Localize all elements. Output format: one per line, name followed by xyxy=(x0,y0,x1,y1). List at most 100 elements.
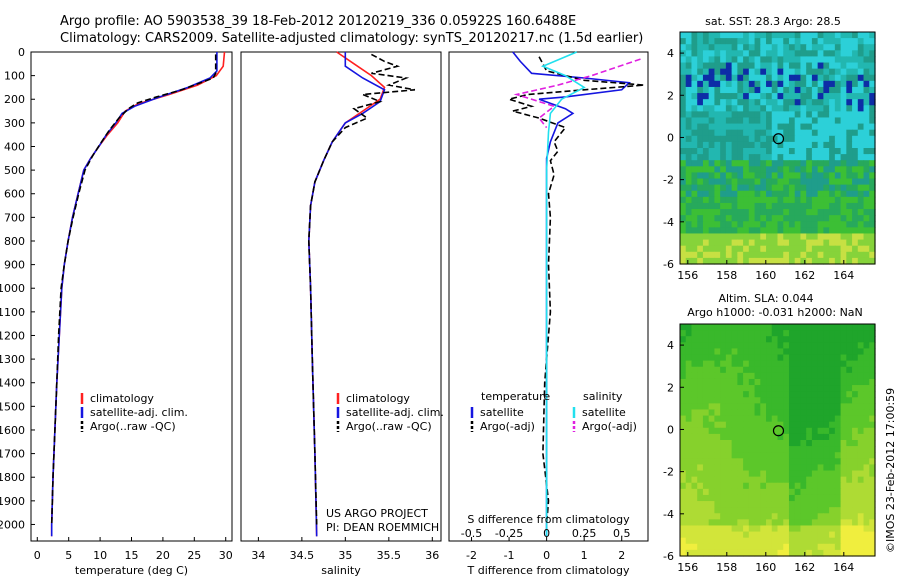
map-cell xyxy=(840,56,847,64)
map-cell xyxy=(725,378,733,386)
map-cell xyxy=(702,117,710,125)
map-cell xyxy=(806,233,813,241)
map-cell xyxy=(731,154,738,161)
map-cell xyxy=(794,129,802,137)
map-cell xyxy=(766,215,773,222)
map-cell xyxy=(800,227,807,235)
y-tick-label: 1800 xyxy=(0,471,25,484)
map-cell xyxy=(702,190,710,198)
map-cell xyxy=(852,227,859,235)
map-cell xyxy=(748,531,756,539)
map-cell xyxy=(817,44,824,51)
map-cell xyxy=(760,239,767,247)
map-cell xyxy=(852,105,859,112)
map-cell xyxy=(766,494,773,502)
map-cell xyxy=(708,427,716,435)
map-cell xyxy=(783,458,790,466)
map-cell xyxy=(834,251,842,259)
map-cell xyxy=(743,135,750,143)
map-cell xyxy=(817,415,824,423)
map-cell xyxy=(760,470,767,478)
map-cell xyxy=(811,221,819,228)
map-cell xyxy=(760,62,767,70)
map-cell xyxy=(823,105,830,112)
map-cell xyxy=(817,178,824,186)
map-cell xyxy=(702,470,710,478)
map-cell xyxy=(725,464,733,472)
map-cell xyxy=(702,378,710,386)
map-cell xyxy=(737,488,744,496)
map-cell xyxy=(731,397,738,404)
map-cell xyxy=(754,324,761,331)
map-cell xyxy=(766,421,773,429)
map-cell xyxy=(783,135,790,143)
map-cell xyxy=(685,160,693,167)
map-cell xyxy=(817,330,824,337)
map-cell xyxy=(846,513,853,520)
map-cell xyxy=(685,348,693,356)
map-cell xyxy=(708,409,716,417)
map-cell xyxy=(708,190,716,198)
map-cell xyxy=(731,385,738,392)
map-cell xyxy=(846,184,853,192)
map-cell xyxy=(817,501,824,508)
map-cell xyxy=(720,251,727,259)
map-cell xyxy=(691,154,698,161)
map-cell xyxy=(783,324,790,331)
map-cell xyxy=(788,391,796,398)
map-cell xyxy=(852,178,859,186)
map-cell xyxy=(737,482,744,490)
map-cell xyxy=(697,202,704,210)
map-cell xyxy=(869,409,876,417)
map-cell xyxy=(777,372,784,380)
figure-title-line2: Climatology: CARS2009. Satellite-adjuste… xyxy=(60,31,643,46)
map-cell xyxy=(708,403,716,411)
map-cell xyxy=(685,221,693,228)
map-cell xyxy=(760,525,767,533)
map-cell xyxy=(771,86,779,94)
map-cell xyxy=(846,531,853,539)
map-cell xyxy=(697,494,704,502)
map-cell xyxy=(708,494,716,502)
map-cell xyxy=(685,148,693,155)
map-cell xyxy=(685,166,693,174)
map-cell xyxy=(783,160,790,167)
map-cell xyxy=(760,141,767,149)
map-cell xyxy=(777,446,784,453)
map-cell xyxy=(863,324,870,331)
map-cell xyxy=(806,257,813,265)
map-cell xyxy=(760,324,767,331)
map-cell xyxy=(766,458,773,466)
map-cell xyxy=(720,105,727,112)
map-cell xyxy=(702,366,710,374)
map-cell xyxy=(680,257,687,265)
map-cell xyxy=(702,62,710,70)
map-cell xyxy=(680,348,687,356)
map-cell xyxy=(743,324,750,331)
map-cell xyxy=(737,190,744,198)
map-cell xyxy=(794,74,802,82)
map-cell xyxy=(771,190,779,198)
map-cell xyxy=(806,215,813,222)
map-cell xyxy=(840,378,847,386)
map-cell xyxy=(691,537,698,545)
map-cell xyxy=(834,86,842,94)
map-cell xyxy=(702,348,710,356)
map-cell xyxy=(800,421,807,429)
map-cell xyxy=(788,446,796,453)
map-cell xyxy=(863,123,870,131)
map-cell xyxy=(697,409,704,417)
map-cell xyxy=(685,154,693,161)
map-cell xyxy=(811,415,819,423)
map-cell xyxy=(829,239,836,247)
map-cell xyxy=(811,397,819,404)
y-tick-label: -4 xyxy=(663,508,674,521)
map-cell xyxy=(811,209,819,216)
map-cell xyxy=(725,56,733,64)
map-cell xyxy=(852,111,859,119)
sla-map-title: Altim. SLA: 0.044 xyxy=(718,292,813,305)
map-cell xyxy=(840,543,847,551)
map-cell xyxy=(794,427,802,435)
map-cell xyxy=(794,245,802,253)
map-cell xyxy=(702,99,710,106)
